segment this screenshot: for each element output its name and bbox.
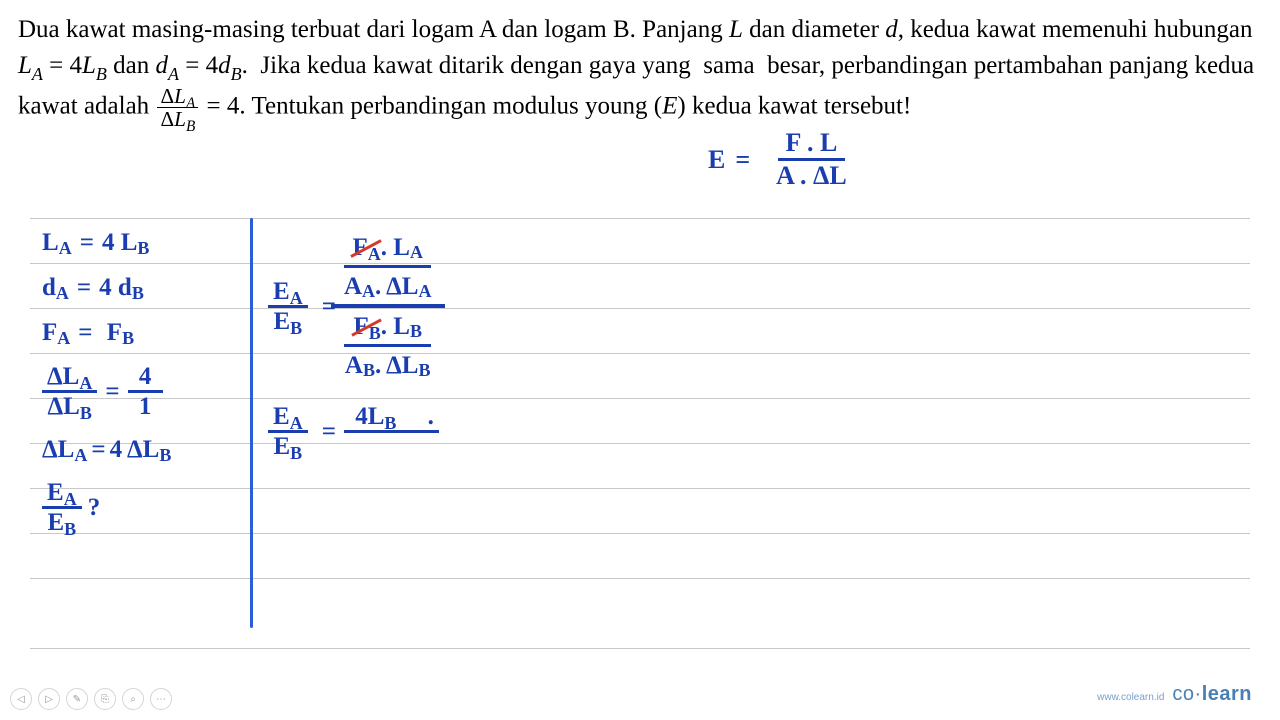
column-divider <box>250 218 253 628</box>
work-step-1: EA EB = FA . LA AA . ΔLA FB . LB AB . ΔL… <box>268 220 568 392</box>
pen-button[interactable]: ✎ <box>66 688 88 710</box>
given-line-3: FA= FB <box>42 310 242 355</box>
next-button[interactable]: ▷ <box>38 688 60 710</box>
footer: www.colearn.id co·learn <box>1097 683 1252 706</box>
search-button[interactable]: ⌕ <box>122 688 144 710</box>
formula-den: A . ΔL <box>768 161 854 189</box>
given-line-1: LA=4 LB <box>42 220 242 265</box>
work-area: LA=4 LB dA=4 dB FA= FB ΔLA ΔLB = 4 1 <box>30 218 1250 650</box>
copy-button[interactable]: ⎘ <box>94 688 116 710</box>
work-step-2: EA EB = 4LB . <box>268 392 568 470</box>
problem-statement: Dua kawat masing-masing terbuat dari log… <box>18 12 1262 130</box>
given-line-6: EA EB ? <box>42 472 242 542</box>
formula-lhs: E <box>708 147 725 173</box>
formula-annotation: E = F . L A . ΔL <box>708 130 855 189</box>
formula-eq: = <box>735 147 750 173</box>
given-line-2: dA=4 dB <box>42 265 242 310</box>
given-line-5: ΔLA=4 ΔLB <box>42 427 242 472</box>
given-column: LA=4 LB dA=4 dB FA= FB ΔLA ΔLB = 4 1 <box>42 220 242 542</box>
prev-button[interactable]: ◁ <box>10 688 32 710</box>
footer-url: www.colearn.id <box>1097 692 1164 703</box>
formula-num: F . L <box>778 130 846 161</box>
given-line-4: ΔLA ΔLB = 4 1 <box>42 355 242 427</box>
toolbar: ◁ ▷ ✎ ⎘ ⌕ ⋯ <box>10 688 172 710</box>
work-column: EA EB = FA . LA AA . ΔLA FB . LB AB . ΔL… <box>268 220 568 470</box>
footer-brand: co·learn <box>1172 683 1252 706</box>
more-button[interactable]: ⋯ <box>150 688 172 710</box>
